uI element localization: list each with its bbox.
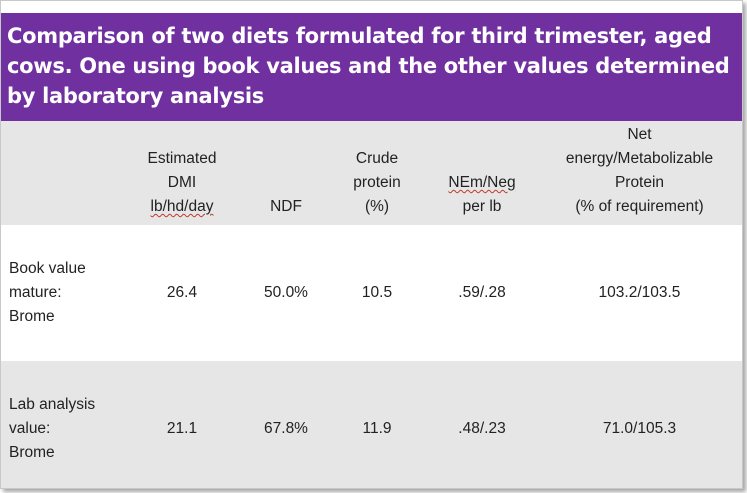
cell-dmi: 21.1 (166, 420, 198, 437)
header-ndf: NDF (270, 198, 302, 215)
cell-net-energy-mp: 103.2/103.5 (598, 284, 681, 301)
header-dmi: Estimated DMI lb/hd/day (147, 150, 217, 215)
row-label: Book value mature: Brome (9, 260, 86, 325)
table-title: Comparison of two diets formulated for t… (7, 24, 730, 108)
header-row: Estimated DMI lb/hd/day NDF Crude protei… (1, 121, 742, 225)
cell-crude-protein: 10.5 (361, 284, 393, 301)
comparison-table: Estimated DMI lb/hd/day NDF Crude protei… (1, 121, 742, 488)
cell-ndf: 67.8% (264, 420, 308, 437)
cell-ndf: 50.0% (264, 284, 308, 301)
cell-net-energy-mp: 71.0/105.3 (602, 420, 677, 437)
header-crude-protein: Crude protein (%) (353, 150, 401, 215)
cell-dmi: 26.4 (166, 284, 198, 301)
table-row: Lab analysis value: Brome 21.1 67.8% 11.… (1, 361, 742, 488)
table-row: Book value mature: Brome 26.4 50.0% 10.5… (1, 225, 742, 361)
cell-nem-neg: .48/.23 (458, 420, 506, 437)
header-net-energy-mp: Net energy/Metabolizable Protein (% of r… (565, 126, 714, 215)
cell-crude-protein: 11.9 (362, 420, 392, 437)
cell-nem-neg: .59/.28 (458, 284, 506, 301)
row-label: Lab analysis value: Brome (9, 396, 96, 461)
title-banner: Comparison of two diets formulated for t… (1, 13, 742, 121)
header-empty (1, 121, 119, 225)
header-nem-neg: NEm/Neg per lb (448, 174, 516, 215)
